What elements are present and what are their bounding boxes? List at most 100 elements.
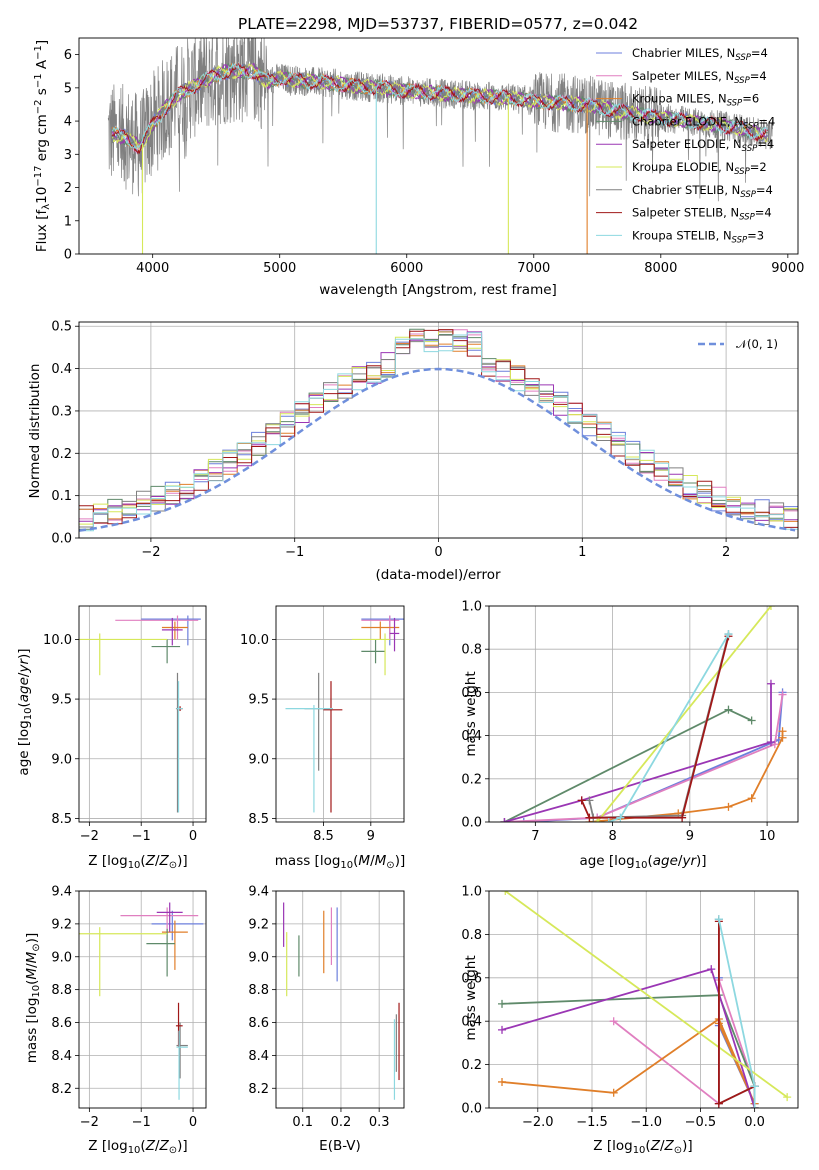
x-tick-label: −1 xyxy=(285,545,304,560)
legend-label-chabrier_miles: Chabrier MILES, NSSP=4 xyxy=(632,46,768,63)
residuals-legend: 𝒩(0, 1) xyxy=(698,337,778,351)
y-tick-label: 9.4 xyxy=(248,885,269,900)
y-tick-label: 8.2 xyxy=(51,1082,72,1097)
y-tick-label: 0.0 xyxy=(51,532,72,547)
y-tick-label: 0.2 xyxy=(461,772,482,787)
y-tick-label: 0.4 xyxy=(51,362,72,377)
spectrum-ylabel: Flux [fλ10−17 erg cm−2 s−1 A−1] xyxy=(33,40,52,252)
x-tick-label: −1.5 xyxy=(576,1115,608,1130)
x-tick-label: 0 xyxy=(189,829,197,844)
y-tick-label: 0 xyxy=(64,248,72,263)
legend-label-salpeter_elodie: Salpeter ELODIE, NSSP=4 xyxy=(632,137,774,154)
x-tick-label: −1 xyxy=(132,829,151,844)
y-tick-label: 9.0 xyxy=(51,752,72,767)
x-tick-label: −1 xyxy=(132,1115,151,1130)
y-tick-label: 8.8 xyxy=(51,983,72,998)
spectrum-panel: 4000 5000 6000 7000 8000 9000 0 1 2 3 4 5 6 xyxy=(64,37,804,276)
age-vs-Z-xlabel: Z [log10(Z/Z⊙)] xyxy=(88,853,187,871)
spectrum-xlabel: wavelength [Angstrom, rest frame] xyxy=(319,282,557,298)
legend-label-chabrier_stelib: Chabrier STELIB, NSSP=4 xyxy=(632,183,773,200)
legend-label-kroupa_miles: Kroupa MILES, NSSP=6 xyxy=(632,92,759,109)
x-tick-label: 1 xyxy=(578,545,586,560)
axes-frame xyxy=(275,890,405,1109)
x-tick-label: 9 xyxy=(686,829,694,844)
weight-vs-age-panel: 7 8 9 10 0.0 0.2 0.4 0.6 0.8 1.0 xyxy=(461,600,799,844)
residuals-xlabel: (data-model)/error xyxy=(375,567,501,583)
mass-vs-Z-panel: −2 −1 0 8.2 8.4 8.6 8.8 9.0 9.2 9.4 xyxy=(51,885,207,1130)
series-line-salpeter_elodie xyxy=(504,683,772,822)
x-tick-label: 9000 xyxy=(771,261,804,276)
y-tick-label: 8.6 xyxy=(51,1016,72,1031)
point-marker-salpeter_stelib xyxy=(678,813,687,822)
legend-label-chabrier_elodie: Chabrier ELODIE, NSSP=4 xyxy=(632,114,775,131)
point-marker-salpeter_miles xyxy=(778,690,787,699)
point-marker-salpeter_stelib xyxy=(714,1099,723,1108)
figure-title: PLATE=2298, MJD=53737, FIBERID=0577, z=0… xyxy=(238,15,638,33)
y-tick-label: 8.4 xyxy=(51,1049,72,1064)
y-tick-label: 4 xyxy=(64,115,72,130)
x-tick-label: 0.3 xyxy=(369,1115,390,1130)
y-tick-label: 9.5 xyxy=(51,693,72,708)
weight-vs-age-ylabel: mass weight xyxy=(463,671,479,756)
x-tick-label: 8000 xyxy=(644,261,677,276)
point-marker-kroupa_miles xyxy=(498,1077,507,1086)
point-marker-kroupa_elodie xyxy=(766,606,775,610)
axes-frame xyxy=(78,321,799,539)
mass-vs-ebv-panel: 0.1 0.2 0.3 8.2 8.4 8.6 8.8 9.0 9.2 9.4 xyxy=(248,885,405,1130)
axes-frame xyxy=(78,890,207,1109)
point-marker-kroupa_stelib xyxy=(750,1082,759,1091)
plot-area xyxy=(79,902,204,1100)
point-marker-salpeter_elodie xyxy=(498,1025,507,1034)
series-line-salpeter_stelib xyxy=(580,635,730,819)
point-marker-kroupa_miles xyxy=(724,802,733,811)
y-tick-label: 8.8 xyxy=(248,983,269,998)
x-tick-label: −2.0 xyxy=(522,1115,554,1130)
legend-label-salpeter_miles: Salpeter MILES, NSSP=4 xyxy=(632,69,767,86)
y-tick-label: 1.0 xyxy=(461,885,482,900)
point-marker-chabrier_stelib xyxy=(585,796,594,805)
point-marker-kroupa_stelib xyxy=(724,630,733,639)
axes-frame xyxy=(488,605,799,823)
point-marker-salpeter_elodie xyxy=(500,818,509,822)
y-tick-label: 0.5 xyxy=(51,320,72,335)
mass-vs-ebv-xlabel: E(B-V) xyxy=(319,1138,361,1154)
point-marker-kroupa_elodie xyxy=(783,1093,792,1102)
weight-vs-Z-ylabel: mass weight xyxy=(463,955,479,1040)
x-tick-label: −2 xyxy=(141,545,160,560)
point-marker-kroupa_elodie xyxy=(501,891,510,895)
point-marker-kroupa_stelib xyxy=(750,1104,759,1108)
age-vs-mass-panel: 8.5 9 8.5 9.0 9.5 10.0 xyxy=(240,605,405,844)
x-tick-label: 0.0 xyxy=(744,1115,765,1130)
x-tick-label: −2 xyxy=(80,829,99,844)
y-tick-label: 3 xyxy=(64,148,72,163)
series-line-kroupa_elodie xyxy=(504,891,788,1098)
plot-area xyxy=(285,615,404,813)
y-tick-label: 9.0 xyxy=(51,950,72,965)
y-tick-label: 9.2 xyxy=(248,917,269,932)
x-tick-label: 8.5 xyxy=(313,829,334,844)
plot-area xyxy=(79,615,201,813)
point-marker-kroupa_miles xyxy=(747,794,756,803)
x-tick-label: 0 xyxy=(434,545,442,560)
x-tick-label: 4000 xyxy=(136,261,169,276)
plot-area xyxy=(79,328,798,532)
point-marker-salpeter_elodie xyxy=(766,738,775,747)
y-tick-label: 9.2 xyxy=(51,917,72,932)
x-tick-label: 6000 xyxy=(390,261,423,276)
model-spectrum-kroupa_stelib xyxy=(111,62,768,150)
weight-vs-age-xlabel: age [log10(age/yr)] xyxy=(579,853,706,871)
y-tick-label: 1 xyxy=(64,214,72,229)
y-tick-label: 9.5 xyxy=(248,693,269,708)
axes-frame xyxy=(488,890,799,1109)
axes-frame xyxy=(275,605,405,823)
x-tick-label: 0.1 xyxy=(292,1115,313,1130)
axes-frame xyxy=(78,37,799,255)
point-marker-salpeter_elodie xyxy=(707,965,716,974)
y-tick-label: 9.4 xyxy=(51,885,72,900)
plot-area xyxy=(498,891,792,1108)
y-tick-label: 2 xyxy=(64,181,72,196)
residual-hist-salpeter_stelib xyxy=(79,329,798,528)
y-tick-label: 0.6 xyxy=(461,971,482,986)
x-tick-label: 7 xyxy=(531,829,539,844)
y-tick-label: 9.0 xyxy=(248,752,269,767)
